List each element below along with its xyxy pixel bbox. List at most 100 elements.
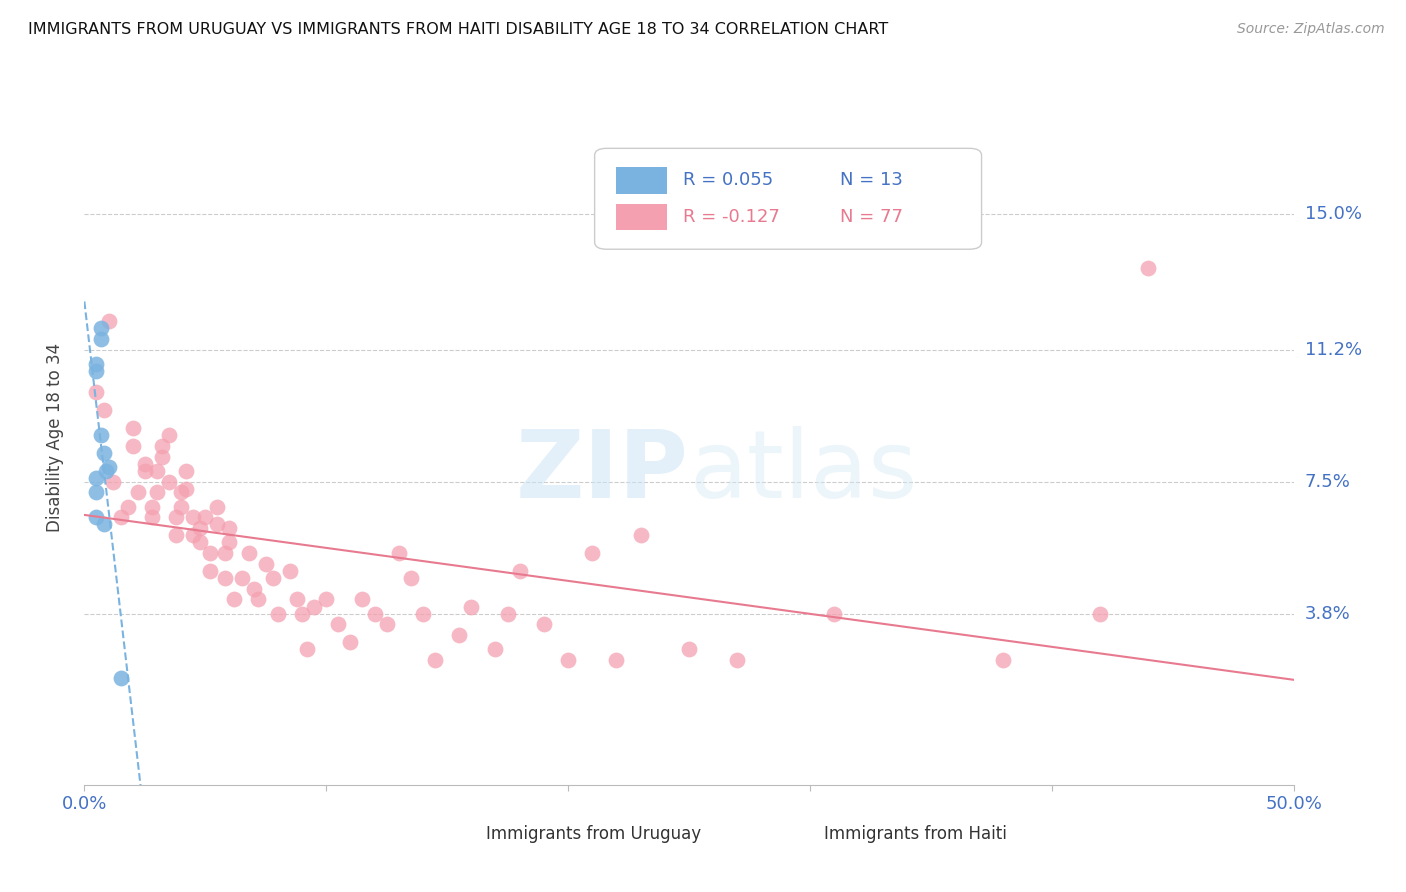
Point	[97, 314, 120, 328]
Point	[86, 510, 108, 524]
Text: R = 0.055: R = 0.055	[683, 171, 773, 189]
Text: R = -0.127: R = -0.127	[683, 208, 780, 227]
Text: 11.2%: 11.2%	[1305, 341, 1362, 359]
Point	[174, 482, 197, 496]
Point	[93, 446, 115, 460]
Point	[218, 521, 240, 535]
Point	[363, 607, 385, 621]
Point	[157, 475, 180, 489]
Text: atlas: atlas	[689, 425, 917, 518]
Point	[93, 403, 115, 417]
Point	[190, 521, 212, 535]
Point	[94, 464, 117, 478]
Point	[150, 439, 173, 453]
Point	[86, 385, 108, 400]
Point	[412, 607, 434, 621]
Point	[181, 528, 204, 542]
Point	[157, 428, 180, 442]
Point	[267, 607, 290, 621]
Point	[388, 546, 411, 560]
Point	[630, 528, 652, 542]
Point	[291, 607, 314, 621]
Text: 3.8%: 3.8%	[1305, 605, 1350, 623]
Point	[339, 635, 361, 649]
Point	[557, 653, 579, 667]
Text: IMMIGRANTS FROM URUGUAY VS IMMIGRANTS FROM HAITI DISABILITY AGE 18 TO 34 CORRELA: IMMIGRANTS FROM URUGUAY VS IMMIGRANTS FR…	[28, 22, 889, 37]
Text: 7.5%: 7.5%	[1305, 473, 1351, 491]
Point	[423, 653, 446, 667]
Point	[207, 517, 229, 532]
Point	[110, 510, 132, 524]
Point	[165, 528, 187, 542]
Point	[170, 500, 193, 514]
Point	[134, 464, 156, 478]
Point	[315, 592, 337, 607]
FancyBboxPatch shape	[616, 167, 668, 194]
Point	[86, 364, 108, 378]
Point	[134, 457, 156, 471]
Point	[262, 571, 284, 585]
Point	[110, 671, 132, 685]
Point	[328, 617, 350, 632]
Text: N = 13: N = 13	[841, 171, 903, 189]
Point	[190, 535, 212, 549]
Point	[242, 582, 264, 596]
Point	[449, 628, 471, 642]
Point	[224, 592, 246, 607]
Point	[165, 510, 187, 524]
Point	[174, 464, 197, 478]
Point	[218, 535, 240, 549]
Point	[725, 653, 748, 667]
Text: 15.0%: 15.0%	[1305, 205, 1361, 223]
Point	[117, 500, 139, 514]
FancyBboxPatch shape	[595, 148, 981, 249]
Point	[90, 428, 112, 442]
Point	[141, 510, 163, 524]
Point	[90, 321, 112, 335]
Point	[993, 653, 1015, 667]
Point	[194, 510, 217, 524]
Point	[198, 546, 221, 560]
Text: Immigrants from Uruguay: Immigrants from Uruguay	[486, 825, 702, 843]
Point	[170, 485, 193, 500]
Text: Immigrants from Haiti: Immigrants from Haiti	[824, 825, 1007, 843]
Point	[678, 642, 700, 657]
Point	[278, 564, 301, 578]
FancyBboxPatch shape	[616, 204, 668, 230]
Point	[295, 642, 318, 657]
Point	[254, 557, 277, 571]
Point	[496, 607, 519, 621]
Point	[86, 357, 108, 371]
Point	[581, 546, 603, 560]
FancyBboxPatch shape	[768, 824, 814, 845]
Y-axis label: Disability Age 18 to 34: Disability Age 18 to 34	[45, 343, 63, 532]
Point	[484, 642, 506, 657]
Point	[127, 485, 149, 500]
Point	[181, 510, 204, 524]
Point	[231, 571, 253, 585]
Point	[533, 617, 555, 632]
FancyBboxPatch shape	[429, 824, 475, 845]
Point	[352, 592, 374, 607]
Point	[375, 617, 398, 632]
Point	[247, 592, 270, 607]
Text: N = 77: N = 77	[841, 208, 903, 227]
Point	[399, 571, 422, 585]
Point	[823, 607, 845, 621]
Point	[605, 653, 627, 667]
Point	[121, 421, 143, 435]
Point	[97, 460, 120, 475]
Point	[146, 464, 169, 478]
Point	[198, 564, 221, 578]
Point	[93, 517, 115, 532]
Point	[86, 471, 108, 485]
Point	[509, 564, 531, 578]
Point	[103, 475, 125, 489]
Point	[1137, 260, 1160, 275]
Point	[1088, 607, 1111, 621]
Point	[214, 546, 236, 560]
Point	[86, 485, 108, 500]
Point	[121, 439, 143, 453]
Point	[214, 571, 236, 585]
Point	[285, 592, 308, 607]
